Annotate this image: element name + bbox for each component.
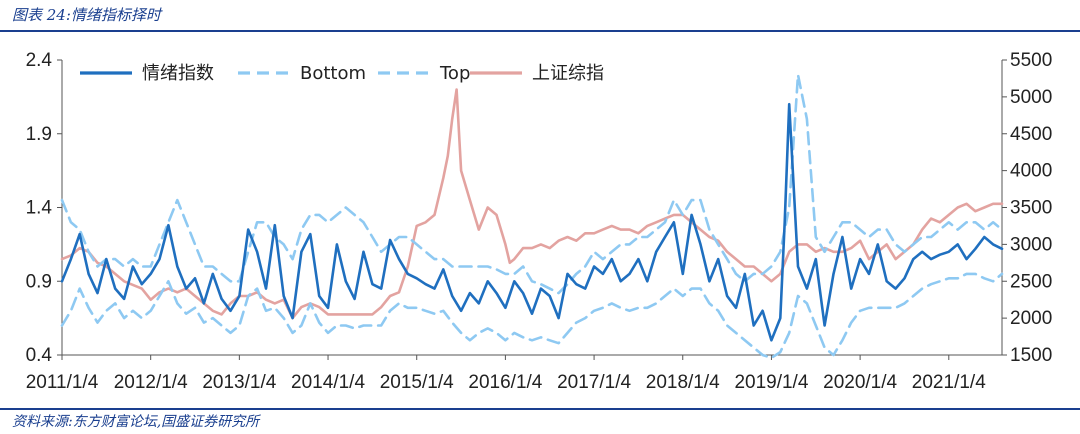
right-tick-label: 2000: [1010, 308, 1052, 329]
x-tick-label: 2016/1/4: [468, 372, 542, 393]
series-line-0: [60, 102, 1004, 342]
chart-header: 图表 24:情绪指标择时: [12, 6, 161, 24]
header-rule: [0, 30, 1080, 32]
chart-series: [60, 73, 1004, 360]
right-tick-label: 4500: [1010, 124, 1052, 145]
footer-rule: [0, 408, 1080, 410]
right-tick-label: 2500: [1010, 271, 1052, 292]
x-tick-label: 2018/1/4: [646, 372, 720, 393]
chart-legend: 情绪指数 Bottom Top 上证综指: [80, 63, 604, 84]
legend-label: Bottom: [300, 63, 366, 84]
x-tick-label: 2013/1/4: [202, 372, 276, 393]
x-tick-label: 2011/1/4: [26, 372, 99, 393]
x-tick-label: 2020/1/4: [823, 372, 897, 393]
right-tick-label: 1500: [1010, 345, 1052, 366]
right-tick-label: 4000: [1010, 161, 1052, 182]
right-tick-label: 3500: [1010, 198, 1052, 219]
x-tick-label: 2015/1/4: [380, 372, 454, 393]
left-tick-label: 1.4: [26, 198, 53, 219]
x-tick-label: 2012/1/4: [114, 372, 188, 393]
x-tick-label: 2017/1/4: [557, 372, 631, 393]
legend-label: 情绪指数: [142, 63, 214, 84]
source-note: 资料来源:东方财富论坛,国盛证券研究所: [12, 414, 260, 430]
x-tick-label: 2014/1/4: [291, 372, 365, 393]
legend-label: Top: [439, 63, 470, 84]
left-tick-label: 0.9: [26, 271, 52, 292]
series-line-1: [60, 272, 1004, 360]
left-tick-label: 0.4: [26, 345, 53, 366]
right-tick-label: 5500: [1010, 50, 1052, 71]
series-line-2: [60, 73, 1004, 295]
right-tick-label: 5000: [1010, 87, 1052, 108]
legend-label: 上证综指: [532, 63, 604, 84]
chart-axes: 0.4 0.9 1.4 1.9 2.4 1500 2000 2500 3000 3500 4000 4…: [26, 50, 1053, 393]
left-tick-label: 2.4: [26, 50, 53, 71]
series-line-3: [60, 88, 1004, 320]
x-tick-label: 2021/1/4: [912, 372, 986, 393]
left-tick-label: 1.9: [26, 124, 52, 145]
x-tick-label: 2019/1/4: [734, 372, 808, 393]
right-tick-label: 3000: [1010, 234, 1052, 255]
